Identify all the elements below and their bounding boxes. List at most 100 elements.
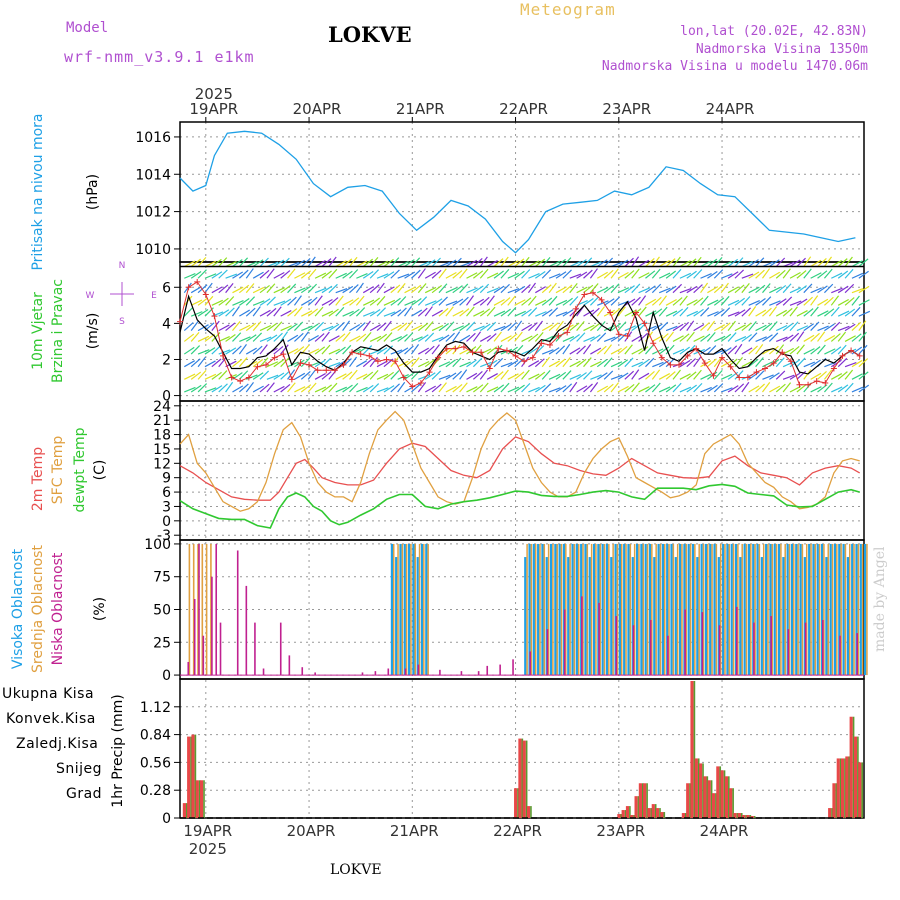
wind-arrow [190,320,199,331]
cloud-high-bar [524,557,527,676]
cloud-high-bar [403,543,406,676]
precip-total-bar [521,738,524,818]
wind-arrow [424,259,436,268]
wind-arrow [686,371,697,380]
wind-arrow [596,359,608,368]
wind-arrow [665,285,677,294]
wind-arrow [617,321,627,332]
wind-arrow [245,334,257,342]
cloud-mid-bar [534,543,537,676]
cloud-high-bar [390,543,393,676]
wind-arrow [232,345,242,355]
wind-gust-point [426,369,433,376]
cloud-high-bar [670,543,673,676]
wind-arrow [769,300,781,306]
wind-arrow [342,310,354,317]
cloud-mid-bar [866,543,868,676]
wind-arrow [658,306,668,317]
wind-arrow [362,345,373,355]
temp-tick-label: 21 [153,413,171,429]
wind-gust-point [323,367,330,374]
wind-arrow [197,335,210,342]
wind-arrow [748,332,758,342]
wind-arrow [452,298,464,306]
wind-arrow [583,284,594,294]
wind-arrow [782,283,792,294]
wind-arrow [734,335,747,342]
wind-arrow [280,310,292,317]
wind-arrow [190,271,202,279]
wind-arrow [500,369,509,380]
wind-arrow [624,310,636,317]
wind-arrow [514,299,526,306]
wind-arrow [679,272,692,279]
temp-2m-title: 2m Temp [30,447,46,511]
wind-arrow [452,325,464,332]
day-label-top: 23APR [602,100,651,118]
wind-arrow [376,282,385,294]
wind-arrow [355,322,366,332]
precip-convective-bar [746,815,750,818]
wind-arrow [411,298,422,306]
wind-arrow [273,287,285,294]
wind-arrow [652,323,663,332]
wind-arrow [534,331,544,342]
precip-total-bar [642,783,644,818]
wind-arrow [307,334,319,342]
temp-tick-label: 0 [162,514,171,530]
wind-arrow [301,310,313,317]
wind-arrow [355,307,366,317]
cloud-high-bar [799,543,802,676]
wind-arrow [713,369,723,380]
precip-convective-bar [200,780,204,818]
cloud-mid-bar [547,543,550,676]
cloud-mid-bar [651,543,653,676]
wind-arrow [252,372,264,380]
cloud-low-bar [236,550,239,676]
wind-arrow [197,257,207,267]
cloud-mid-bar [719,543,722,676]
wind-arrow [665,371,676,380]
cloud-low-bar [219,622,222,676]
wind-arrow [411,309,423,317]
wind-arrow [610,334,622,342]
wind-tick-label: 0 [162,389,171,405]
wind-arrow [472,370,483,380]
precip-total-bar [740,813,743,818]
wind-arrow [603,357,613,368]
wind-arrow [431,298,443,306]
wind-arrow [417,334,429,342]
precip-convective-bar [514,788,518,818]
cloud-mid-bar [762,543,765,676]
day-label-top: 20APR [293,100,342,118]
cloud-mid-bar [857,543,860,676]
wind-gust-point [202,291,209,298]
cloud-mid-bar [823,543,825,676]
wind-arrow [493,285,505,294]
wind-arrow [356,360,368,368]
wind-arrow [438,361,451,368]
wind-arrow [232,385,244,393]
wind-arrow [245,283,255,294]
cloud-mid-bar [197,543,199,676]
cloud-mid-bar [707,543,709,676]
cloud-high-bar [769,543,772,676]
wind-arrow [610,268,619,279]
pressure-tick-label: 1012 [135,205,171,221]
wind-arrow [342,299,354,306]
precip-total-bar [723,770,726,818]
wind-arrow [583,370,593,380]
cloud-high-bar [726,543,729,676]
wind-arrow [438,307,449,317]
wind-arrow [500,323,512,332]
wind-arrow [796,285,807,294]
wind-arrow [624,298,636,306]
wind-arrow [534,271,546,279]
temp-tick-label: 6 [162,485,171,501]
wind-arrow [645,357,655,368]
wind-arrow [252,286,265,294]
cloud-low-bar [581,596,583,676]
cloud-mid-bar [625,543,627,676]
wind-arrow [727,385,739,393]
wind-arrow [314,260,326,268]
